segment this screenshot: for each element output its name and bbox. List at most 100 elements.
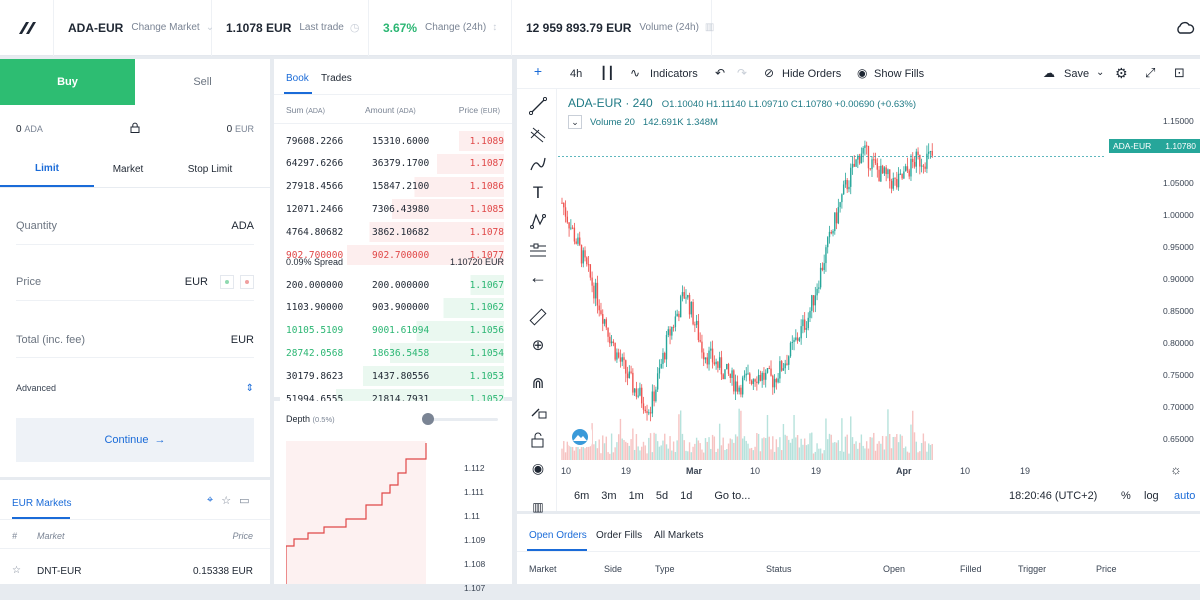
- candle-body: [772, 375, 774, 388]
- tab-open-orders[interactable]: Open Orders: [529, 530, 587, 541]
- volume-bar: [587, 437, 590, 460]
- ruler-icon[interactable]: [527, 306, 549, 328]
- candle-body: [759, 374, 762, 381]
- indicators-button[interactable]: Indicators: [650, 68, 698, 80]
- favorite-star-icon[interactable]: ☆: [12, 565, 21, 576]
- unlock-icon[interactable]: [527, 429, 549, 451]
- undo-icon[interactable]: ↶: [715, 66, 726, 80]
- crosshair-icon[interactable]: +: [533, 63, 543, 79]
- pattern-icon[interactable]: [527, 210, 549, 232]
- market-selector[interactable]: ADA-EUR Change Market ⌄: [54, 0, 214, 56]
- volume-bar: [688, 442, 691, 460]
- volume-bar: [708, 437, 710, 460]
- volume-bar: [619, 418, 622, 460]
- orderbook-row[interactable]: 902.700000 902.700000 1.1077: [280, 245, 504, 265]
- advanced-toggle[interactable]: Advanced ⇕: [16, 381, 254, 395]
- magnet-icon[interactable]: ⋒: [531, 375, 545, 392]
- volume-bar: [876, 443, 879, 460]
- orderbook-row[interactable]: 27918.4566 15847.2100 1.1086: [280, 176, 504, 197]
- goto-button[interactable]: Go to...: [714, 490, 751, 502]
- row-price: 1.1086: [469, 181, 504, 193]
- lock-drawing-icon[interactable]: [527, 400, 549, 422]
- hide-orders-button[interactable]: Hide Orders: [782, 68, 842, 80]
- interval-button[interactable]: 4h: [570, 68, 583, 80]
- row-price: 1.1085: [469, 203, 504, 215]
- orderbook-row[interactable]: 1103.90000 903.900000 1.1062: [280, 297, 504, 318]
- orderbook-row[interactable]: 10105.5109 9001.61094 1.1056: [280, 320, 504, 341]
- candle-body: [617, 352, 620, 358]
- sell-tab[interactable]: Sell: [135, 59, 270, 105]
- buy-tab[interactable]: Buy: [0, 59, 135, 105]
- volume-bar: [694, 443, 696, 460]
- orderbook-row[interactable]: 12071.2466 7306.43980 1.1085: [280, 199, 504, 220]
- tab-stop-limit[interactable]: Stop Limit: [187, 164, 233, 175]
- chevron-down-icon[interactable]: ⌄: [1096, 67, 1105, 78]
- bid-price-button[interactable]: [220, 275, 234, 289]
- orderbook-row[interactable]: 30179.8623 1437.80556 1.1053: [280, 366, 504, 387]
- fib-icon[interactable]: [527, 124, 549, 146]
- prediction-icon[interactable]: [527, 239, 549, 261]
- volume-bar: [594, 441, 597, 460]
- quantity-field[interactable]: Quantity ADA: [16, 218, 254, 234]
- tab-order-fills[interactable]: Order Fills: [596, 530, 643, 541]
- orderbook-row[interactable]: 200.000000 200.000000 1.1067: [280, 275, 504, 295]
- candle-body: [598, 305, 600, 311]
- fullscreen-icon[interactable]: ⤢: [1145, 65, 1156, 80]
- arrow-left-icon[interactable]: ←: [529, 266, 547, 287]
- candles-icon[interactable]: ┃┃: [600, 66, 615, 80]
- gear-icon[interactable]: ⚙: [1115, 65, 1128, 81]
- range-3m[interactable]: 3m: [601, 490, 617, 502]
- tab-limit[interactable]: Limit: [0, 152, 94, 187]
- total-field[interactable]: Total (inc. fee) EUR: [16, 332, 254, 348]
- chart-settings-icon[interactable]: ☼: [1170, 462, 1182, 477]
- auto-toggle[interactable]: auto: [1174, 490, 1196, 502]
- log-toggle[interactable]: log: [1144, 490, 1159, 502]
- crosshair-icon[interactable]: ⌖: [207, 494, 214, 506]
- show-fills-button[interactable]: Show Fills: [874, 68, 925, 80]
- orderbook-row[interactable]: 64297.6266 36379.1700 1.1087: [280, 153, 504, 174]
- percent-toggle[interactable]: %: [1121, 490, 1131, 502]
- eye-icon[interactable]: ◉: [531, 459, 545, 476]
- candle-body: [749, 373, 751, 381]
- continue-button[interactable]: Continue →: [16, 418, 254, 462]
- collapse-legend-icon[interactable]: ⌄: [568, 115, 582, 129]
- volume-bar: [869, 437, 871, 460]
- ask-price-button[interactable]: [240, 275, 254, 289]
- orderbook-row[interactable]: 4764.80682 3862.10682 1.1078: [280, 222, 504, 243]
- range-1m[interactable]: 1m: [628, 490, 644, 502]
- tab-book[interactable]: Book: [286, 73, 309, 84]
- cloud-icon[interactable]: [1170, 0, 1200, 56]
- trash-icon[interactable]: ▥: [532, 500, 544, 514]
- range-6m[interactable]: 6m: [574, 490, 590, 502]
- star-icon[interactable]: ☆: [221, 495, 232, 507]
- camera-icon[interactable]: ⊡: [1174, 65, 1185, 80]
- candle-body: [655, 389, 657, 402]
- open-orders-underline: [527, 549, 587, 551]
- depth-slider-track[interactable]: [428, 418, 498, 421]
- tab-market[interactable]: Market: [112, 164, 144, 175]
- orderbook-row[interactable]: 28742.0568 18636.5458 1.1054: [280, 343, 504, 364]
- price-field[interactable]: Price EUR: [16, 274, 254, 290]
- candle-body: [649, 412, 652, 414]
- logo[interactable]: [0, 0, 54, 56]
- tab-all-markets[interactable]: All Markets: [654, 530, 704, 541]
- markets-title[interactable]: EUR Markets: [12, 498, 72, 509]
- folder-icon[interactable]: ▭: [239, 495, 250, 507]
- trendline-icon[interactable]: [527, 95, 549, 117]
- save-button[interactable]: Save: [1064, 68, 1090, 80]
- zoom-in-icon[interactable]: ⊕: [531, 337, 545, 354]
- change-value: 3.67%: [383, 20, 418, 35]
- range-1d[interactable]: 1d: [680, 490, 693, 502]
- tab-trades[interactable]: Trades: [321, 73, 352, 84]
- brush-icon[interactable]: [527, 153, 549, 175]
- change-market-link[interactable]: Change Market: [131, 22, 200, 33]
- orderbook-row[interactable]: 79608.2266 15310.6000 1.1089: [280, 131, 504, 151]
- range-5d[interactable]: 5d: [655, 490, 669, 502]
- depth-slider-handle[interactable]: [422, 413, 434, 425]
- redo-icon[interactable]: ↷: [737, 66, 748, 80]
- list-item[interactable]: ☆ DNT-EUR 0.15338 EUR: [0, 548, 270, 584]
- volume-bar: [626, 442, 629, 460]
- row-price: 1.1077: [469, 249, 504, 261]
- text-tool-icon[interactable]: T: [532, 183, 544, 202]
- divider: [16, 244, 254, 245]
